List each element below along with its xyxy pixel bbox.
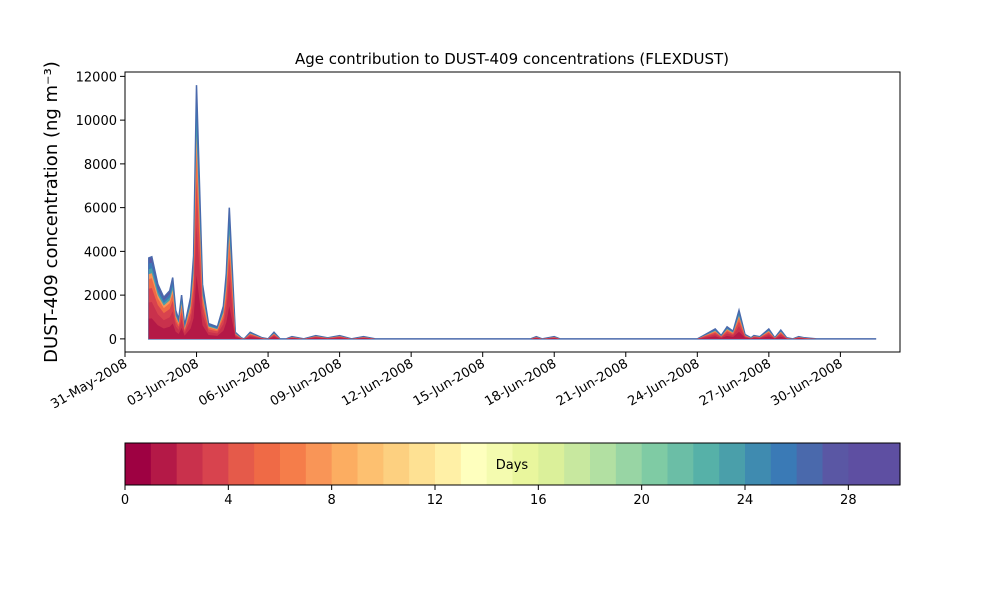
y-tick-label: 4000	[84, 245, 117, 260]
colorbar-swatch	[383, 443, 410, 485]
colorbar-swatch	[770, 443, 798, 485]
colorbar-swatch	[125, 443, 152, 485]
colorbar-tick-label: 0	[121, 493, 129, 508]
colorbar-swatch	[667, 443, 694, 485]
colorbar: Days 0 4 8 12 16 20 24 28	[121, 442, 901, 508]
colorbar-swatch	[228, 443, 255, 485]
colorbar-swatch	[796, 443, 824, 485]
colorbar-swatch	[202, 443, 229, 485]
area-layers	[148, 85, 877, 340]
colorbar-swatch	[280, 443, 307, 485]
colorbar-tick-label: 20	[633, 493, 650, 508]
colorbar-swatch	[435, 443, 462, 485]
y-tick-label: 10000	[76, 114, 117, 129]
colorbar-tick-label: 24	[737, 493, 754, 508]
y-tick-label: 6000	[84, 202, 117, 217]
colorbar-swatch	[822, 443, 849, 485]
age-area-layer	[148, 224, 877, 339]
colorbar-swatch	[254, 443, 281, 485]
colorbar-swatch	[538, 443, 565, 485]
plot-frame	[124, 71, 901, 353]
colorbar-swatch	[564, 443, 591, 485]
colorbar-swatch	[486, 443, 514, 485]
y-axis-label: DUST-409 concentration (ng m⁻³)	[41, 61, 62, 363]
age-area-layer	[148, 181, 877, 339]
y-tick-label: 12000	[76, 70, 117, 85]
y-tick-label: 0	[109, 333, 117, 348]
colorbar-tick-label: 4	[224, 493, 232, 508]
age-area-layer	[148, 120, 877, 339]
y-tick-label: 2000	[84, 289, 117, 304]
age-area-layer	[148, 135, 877, 339]
colorbar-frame	[124, 442, 901, 486]
chart-title: Age contribution to DUST-409 concentrati…	[295, 50, 729, 68]
colorbar-tick-label: 16	[530, 493, 547, 508]
colorbar-tick-label: 12	[427, 493, 444, 508]
age-area-layer	[148, 151, 877, 339]
colorbar-swatch	[150, 443, 178, 485]
colorbar-swatch	[460, 443, 488, 485]
colorbar-tick-label: 8	[328, 493, 336, 508]
y-tick-label: 8000	[84, 158, 117, 173]
y-axis: 0 2000 4000 6000 8000 10000 12000	[76, 70, 125, 348]
age-area-layer	[148, 275, 877, 339]
colorbar-swatch	[331, 443, 359, 485]
colorbar-swatch	[590, 443, 617, 485]
colorbar-swatch	[693, 443, 720, 485]
colorbar-swatch	[874, 443, 901, 485]
colorbar-swatches	[125, 443, 901, 485]
age-area-layer	[148, 102, 877, 339]
colorbar-swatch	[357, 443, 384, 485]
colorbar-swatch	[615, 443, 643, 485]
colorbar-label: Days	[496, 458, 529, 473]
colorbar-axis: 0 4 8 12 16 20 24 28	[121, 485, 857, 508]
colorbar-tick-label: 28	[840, 493, 857, 508]
colorbar-swatch	[176, 443, 204, 485]
colorbar-swatch	[848, 443, 875, 485]
colorbar-swatch	[409, 443, 436, 485]
colorbar-swatch	[641, 443, 669, 485]
colorbar-swatch	[719, 443, 746, 485]
colorbar-swatch	[512, 443, 539, 485]
colorbar-swatch	[305, 443, 333, 485]
colorbar-swatch	[745, 443, 772, 485]
